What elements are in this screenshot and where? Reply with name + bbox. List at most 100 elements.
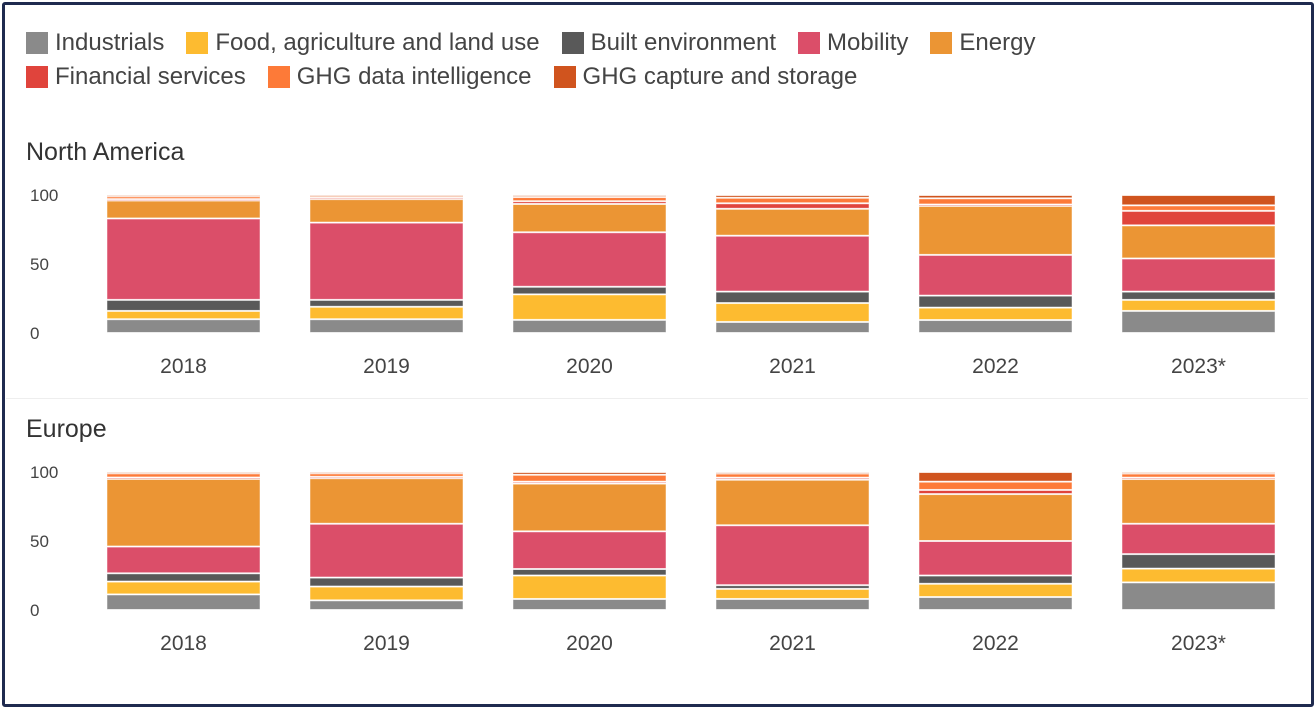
bar-segment <box>715 291 870 303</box>
legend-label: Energy <box>959 29 1036 56</box>
bar-segment <box>715 589 870 599</box>
legend-swatch <box>26 32 48 54</box>
bar-segment <box>715 303 870 322</box>
bar-segment <box>715 525 870 585</box>
bar-segment <box>106 196 261 199</box>
legend-swatch <box>561 32 584 54</box>
bar-segment <box>106 479 261 547</box>
chart-north-america: 0 50 100 2018 2019 2020 2021 2022 2023* <box>30 186 1276 378</box>
bar-segment <box>1121 568 1276 583</box>
bar-segment <box>512 481 667 484</box>
panel-divider <box>6 398 1308 399</box>
bar-segment <box>715 203 870 209</box>
bar-segment <box>1121 523 1276 554</box>
bar-segment <box>1121 225 1276 259</box>
bar-segment <box>309 300 464 307</box>
bar-segment <box>715 322 870 333</box>
chart-europe: 0 50 100 2018 2019 2020 2021 2022 2023* <box>30 463 1276 655</box>
bar-segment <box>309 195 464 197</box>
bar-segment <box>1121 472 1276 474</box>
legend-item: GHG capture and storage <box>553 63 858 91</box>
bar-segment <box>715 195 870 198</box>
legend-item: Industrials <box>26 29 164 57</box>
bar-segment <box>309 586 464 601</box>
bar-segment <box>309 319 464 333</box>
bar-segment <box>309 199 464 223</box>
bar-segment <box>715 208 870 236</box>
bar-segment <box>715 585 870 589</box>
x-tick-label: 2022 <box>972 632 1019 655</box>
bar-segment <box>1121 195 1276 206</box>
y-tick-label: 50 <box>30 532 49 551</box>
bar-segment <box>106 195 261 197</box>
legend-swatch <box>553 66 576 88</box>
bar-segment <box>918 541 1073 576</box>
bar-segment <box>512 204 667 233</box>
bar-segment <box>512 531 667 569</box>
bar-segment <box>1121 211 1276 226</box>
panel-title-north-america: North America <box>26 138 185 166</box>
legend-label: Built environment <box>590 29 777 56</box>
bar-segment <box>309 577 464 587</box>
bar-segment <box>918 198 1073 205</box>
x-tick-label: 2020 <box>566 355 613 378</box>
bar-segment <box>1121 582 1276 610</box>
bar-segment <box>106 311 261 320</box>
legend-item: Mobility <box>798 29 908 57</box>
legend-label: Financial services <box>55 63 246 90</box>
bar-segment <box>918 295 1073 308</box>
bar-segment <box>918 307 1073 320</box>
legend-swatch <box>798 32 821 54</box>
legend-label: Industrials <box>55 29 165 56</box>
bar-segment <box>715 197 870 204</box>
bar-segment <box>512 599 667 610</box>
legend-swatch <box>26 66 48 88</box>
x-tick-label: 2019 <box>363 632 410 655</box>
bar-segment <box>106 477 261 480</box>
bar-segment <box>918 494 1073 541</box>
y-tick-label: 0 <box>30 324 39 343</box>
y-tick-label: 0 <box>30 601 39 620</box>
x-tick-label: 2021 <box>769 632 816 655</box>
y-tick-label: 100 <box>30 186 58 205</box>
bar-segment <box>715 235 870 292</box>
legend-item: Financial services <box>26 63 246 91</box>
bar-segment <box>1121 300 1276 311</box>
bar-segment <box>106 218 261 300</box>
legend-label: Mobility <box>827 29 909 56</box>
legend-swatch <box>930 32 953 54</box>
bar-segment <box>1121 205 1276 211</box>
bar-segment <box>512 569 667 576</box>
bar-segment <box>512 201 667 204</box>
bar-segment <box>1121 477 1276 480</box>
bar-segment <box>309 472 464 474</box>
bar-segment <box>918 204 1073 207</box>
bar-segment <box>1121 258 1276 292</box>
bar-segment <box>106 594 261 610</box>
x-tick-label: 2018 <box>160 632 207 655</box>
bar-segment <box>106 319 261 333</box>
bar-segment <box>106 472 261 474</box>
bar-segment <box>106 573 261 582</box>
bar-segment <box>512 472 667 475</box>
bar-segment <box>512 320 667 333</box>
bar-segment <box>918 255 1073 296</box>
bar-segment <box>309 600 464 610</box>
bar-segment <box>106 199 261 201</box>
legend-label: GHG capture and storage <box>582 63 858 90</box>
legend-swatch <box>267 66 290 88</box>
bar-segment <box>918 481 1073 490</box>
bar-segment <box>106 473 261 478</box>
bar-segment <box>1121 311 1276 333</box>
bar-segment <box>106 300 261 311</box>
bar-segment <box>309 523 464 578</box>
x-tick-label: 2020 <box>566 632 613 655</box>
bar-segment <box>1121 479 1276 524</box>
x-tick-label: 2022 <box>972 355 1019 378</box>
bar-segment <box>106 546 261 574</box>
bar-segment <box>715 473 870 478</box>
bar-segment <box>918 320 1073 333</box>
bar-segment <box>512 483 667 532</box>
bar-segment <box>1121 473 1276 478</box>
bar-segment <box>715 472 870 474</box>
